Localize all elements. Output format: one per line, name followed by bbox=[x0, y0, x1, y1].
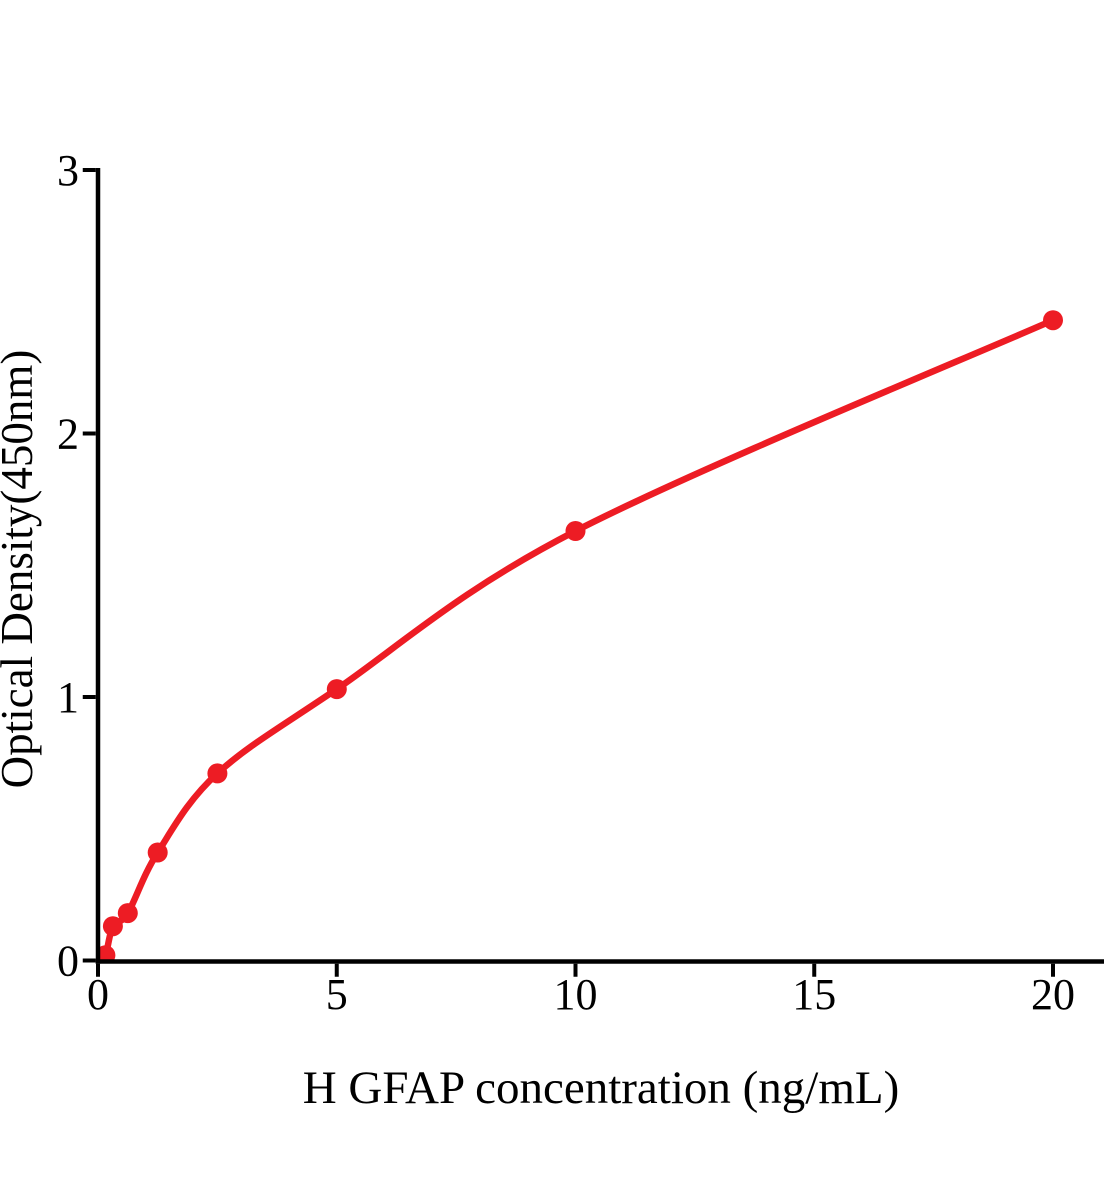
data-point bbox=[565, 521, 586, 541]
x-tick-label: 10 bbox=[554, 970, 598, 1019]
series-layer bbox=[98, 310, 1063, 960]
axes-layer: 0 5 10 15 20 0 1 2 3 bbox=[57, 146, 1104, 1019]
data-point bbox=[147, 842, 168, 863]
x-tick-label: 5 bbox=[326, 970, 348, 1019]
x-tick-label: 20 bbox=[1031, 970, 1075, 1019]
standard-curve-line bbox=[98, 316, 1057, 960]
data-point bbox=[102, 916, 123, 937]
data-point bbox=[117, 903, 138, 924]
x-tick-label: 0 bbox=[87, 970, 109, 1019]
data-point bbox=[98, 945, 116, 960]
y-tick-label: 3 bbox=[57, 146, 79, 195]
y-tick-label: 2 bbox=[57, 410, 79, 459]
data-point bbox=[1043, 310, 1063, 331]
x-tick-label: 15 bbox=[792, 970, 836, 1019]
y-tick-label: 1 bbox=[57, 673, 79, 722]
y-tick-label: 0 bbox=[57, 937, 79, 986]
data-point bbox=[207, 763, 228, 784]
data-point bbox=[326, 679, 347, 700]
y-axis-title: Optical Density(450nm) bbox=[0, 350, 42, 789]
x-axis-title: H GFAP concentration (ng/mL) bbox=[303, 1062, 900, 1114]
